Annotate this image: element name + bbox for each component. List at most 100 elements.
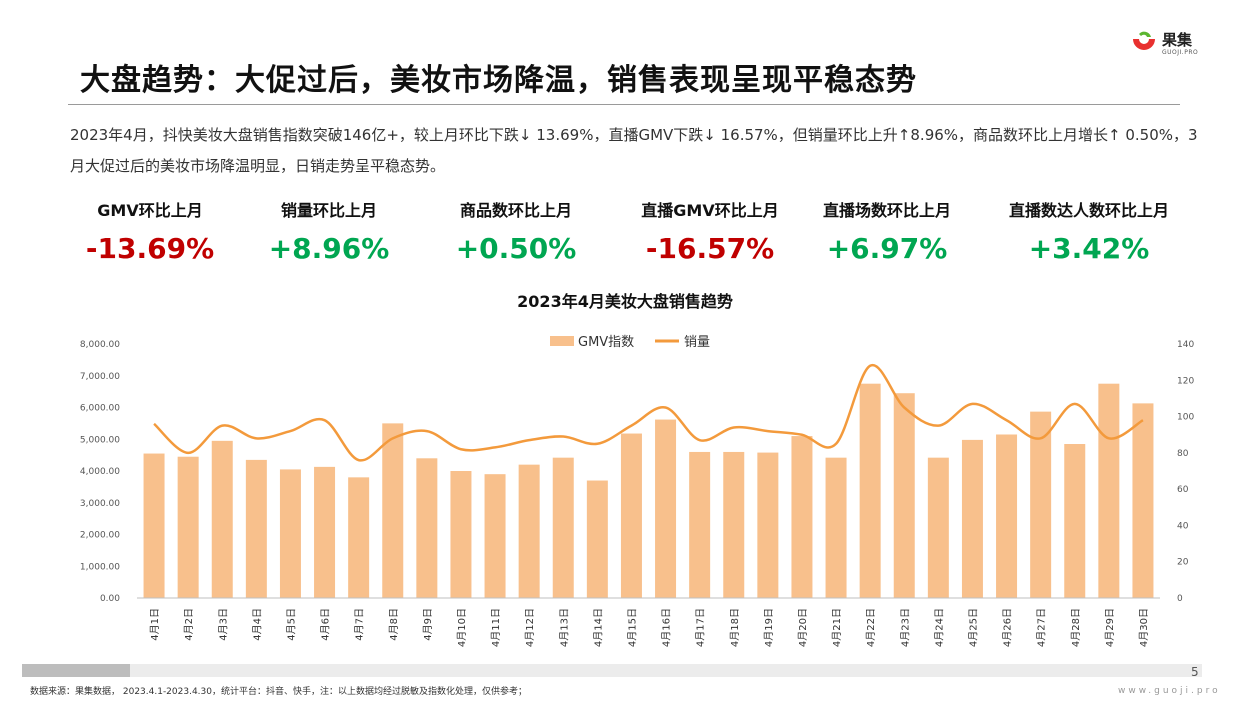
legend-label-sales: 销量 (684, 335, 710, 350)
x-tick-label: 4月29日 (1104, 608, 1116, 647)
kpi-label-sales: 销量环比上月 (280, 201, 378, 220)
legend-swatch-gmv (550, 336, 574, 346)
logo-name-cn: 果集 (1162, 31, 1193, 49)
bar-gmv (825, 457, 847, 598)
kpi-label-gmv: GMV环比上月 (97, 201, 203, 220)
bar-gmv (1098, 383, 1120, 598)
guoji-logo-icon (1133, 31, 1155, 50)
x-tick-label: 4月28日 (1070, 608, 1082, 647)
x-tick-label: 4月17日 (695, 608, 707, 647)
bar-gmv (348, 477, 370, 598)
x-tick-label: 4月19日 (763, 608, 775, 647)
x-tick-label: 4月20日 (797, 608, 809, 647)
bar-gmv (859, 383, 881, 598)
y-right-tick-label: 40 (1177, 521, 1189, 531)
bar-gmv (143, 453, 165, 598)
x-tick-label: 4月6日 (320, 608, 332, 641)
y-right-tick-label: 80 (1177, 449, 1189, 459)
brand-logo: 果集 GUOJI.PRO (1130, 28, 1230, 62)
x-tick-label: 4月7日 (354, 608, 366, 641)
title-divider (68, 104, 1180, 105)
bar-gmv (416, 458, 438, 598)
website-url: www.guoji.pro (1118, 686, 1221, 696)
bar-gmv (1064, 444, 1086, 598)
y-left-tick-label: 7,000.00 (80, 372, 120, 382)
bar-gmv (996, 434, 1018, 598)
y-left-tick-label: 2,000.00 (80, 531, 120, 541)
y-right-tick-label: 20 (1177, 558, 1189, 568)
bar-gmv (961, 439, 983, 598)
x-tick-label: 4月8日 (388, 608, 400, 641)
bar-gmv (450, 471, 472, 598)
x-tick-label: 4月21日 (831, 608, 843, 647)
kpi-value-sales: +8.96% (268, 232, 390, 265)
bar-gmv (279, 469, 301, 598)
bar-gmv (689, 451, 711, 598)
x-tick-label: 4月10日 (456, 608, 468, 647)
x-tick-label: 4月26日 (1002, 608, 1014, 647)
bar-gmv (757, 452, 779, 598)
bar-gmv (723, 451, 745, 598)
x-tick-label: 4月18日 (729, 608, 741, 647)
x-tick-label: 4月5日 (285, 608, 297, 641)
y-right-tick-label: 100 (1177, 413, 1194, 423)
bar-gmv (314, 466, 336, 598)
kpi-label-live-creators: 直播数达人数环比上月 (1008, 201, 1170, 220)
bar-gmv (382, 423, 404, 598)
bar-gmv (552, 457, 574, 598)
bar-gmv (1030, 411, 1052, 598)
bar-gmv (655, 419, 677, 598)
sales-trend-chart: GMV指数 销量 0.00 1,000.00 2,000.00 3,000.00 4,000… (80, 335, 1195, 647)
data-source-note: 数据来源：果集数据， 2023.4.1-2023.4.30，统计平台：抖音、快手… (30, 687, 527, 697)
x-tick-label: 4月1日 (149, 608, 161, 641)
x-tick-label: 4月15日 (626, 608, 638, 647)
page-number: 5 (1191, 665, 1199, 679)
x-tick-label: 4月16日 (661, 608, 673, 647)
x-tick-label: 4月11日 (490, 608, 502, 647)
bar-gmv (518, 464, 540, 598)
logo-name-en: GUOJI.PRO (1162, 49, 1199, 56)
x-tick-label: 4月3日 (217, 608, 229, 641)
y-right-tick-label: 0 (1177, 594, 1183, 604)
x-tick-label: 4月27日 (1036, 608, 1048, 647)
x-tick-label: 4月23日 (899, 608, 911, 647)
footer-bar-accent (22, 664, 130, 677)
footer-bar (22, 664, 1202, 677)
kpi-value-live-creators: +3.42% (1028, 232, 1150, 265)
legend-label-gmv: GMV指数 (578, 335, 634, 350)
y-left-tick-label: 3,000.00 (80, 499, 120, 509)
kpi-value-live-gmv: -16.57% (645, 232, 775, 265)
x-tick-label: 4月22日 (865, 608, 877, 647)
bar-gmv (927, 457, 949, 598)
bar-gmv (245, 459, 267, 598)
x-tick-label: 4月14日 (592, 608, 604, 647)
bar-gmv (177, 456, 199, 598)
y-left-tick-label: 1,000.00 (80, 562, 120, 572)
y-left-tick-label: 0.00 (100, 594, 120, 604)
x-tick-label: 4月24日 (933, 608, 945, 647)
x-tick-label: 4月2日 (183, 608, 195, 641)
y-left-tick-label: 4,000.00 (80, 467, 120, 477)
kpi-label-products: 商品数环比上月 (459, 201, 573, 220)
x-tick-label: 4月4日 (251, 608, 263, 641)
x-tick-label: 4月12日 (524, 608, 536, 647)
x-tick-label: 4月9日 (422, 608, 434, 641)
bar-gmv (211, 440, 233, 598)
line-sales (153, 364, 1144, 462)
bar-gmv (893, 393, 915, 598)
y-right-tick-label: 120 (1177, 376, 1194, 386)
bar-gmv (1132, 403, 1154, 598)
chart-title: 2023年4月美妆大盘销售趋势 (517, 292, 733, 311)
y-left-tick-label: 8,000.00 (80, 340, 120, 350)
x-tick-label: 4月25日 (967, 608, 979, 647)
bar-gmv (791, 436, 813, 598)
y-left-tick-label: 5,000.00 (80, 435, 120, 445)
kpi-label-live-sessions: 直播场数环比上月 (822, 201, 952, 220)
bar-gmv (586, 480, 608, 598)
y-right-tick-label: 140 (1177, 340, 1194, 350)
kpi-label-live-gmv: 直播GMV环比上月 (641, 201, 779, 220)
y-right-tick-label: 60 (1177, 485, 1189, 495)
summary-text: 2023年4月，抖快美妆大盘销售指数突破146亿+，较上月环比下跌↓ 13.69… (70, 126, 1198, 175)
page-title: 大盘趋势：大促过后，美妆市场降温，销售表现呈现平稳态势 (80, 63, 917, 98)
kpi-value-products: +0.50% (455, 232, 577, 265)
